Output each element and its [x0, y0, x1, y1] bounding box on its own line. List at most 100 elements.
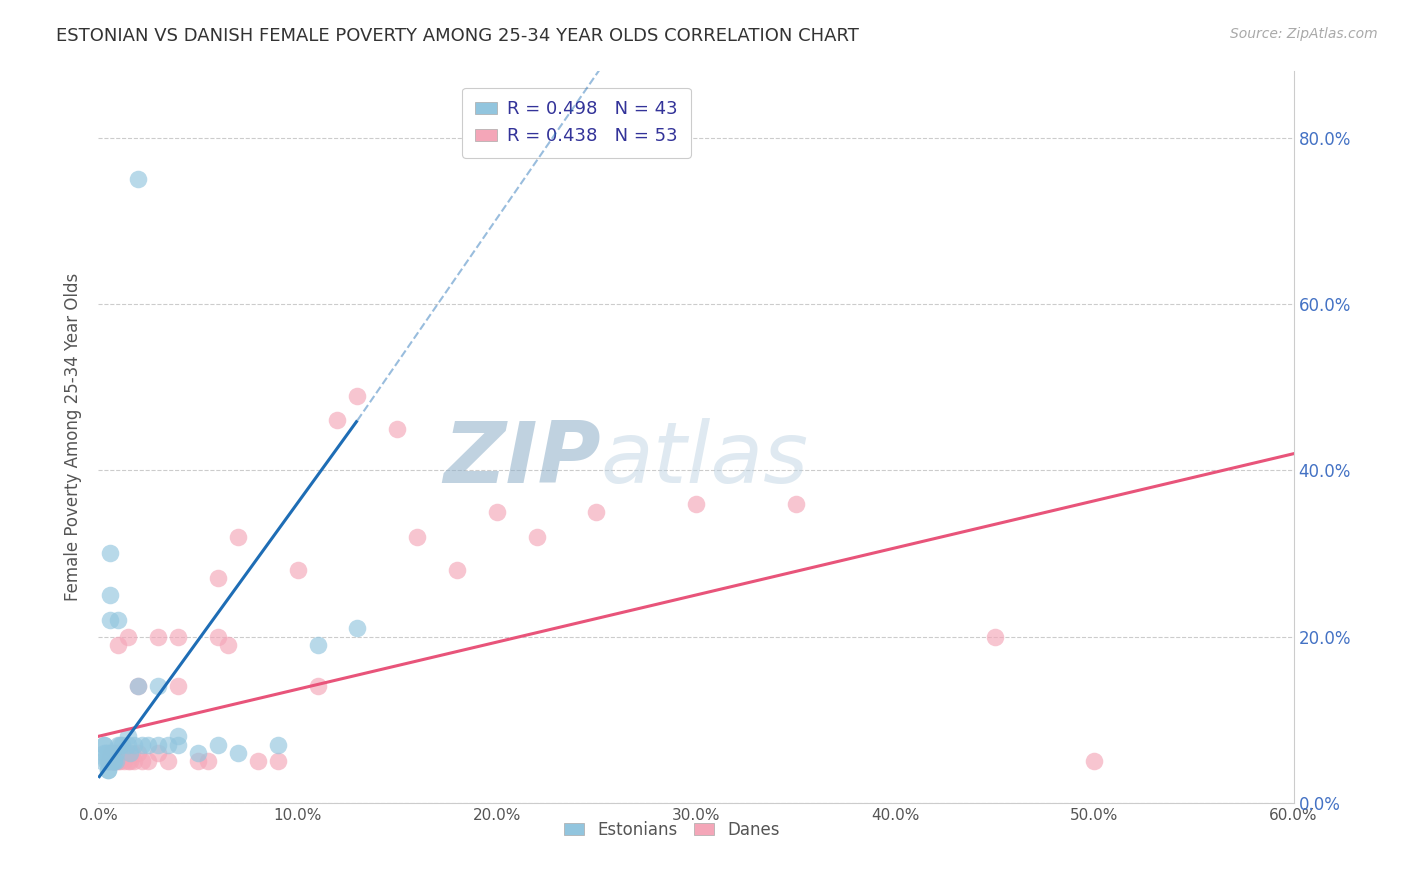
Point: [97, 754, 120, 768]
Point: [96, 746, 118, 760]
Point: [111, 738, 134, 752]
Point: [120, 746, 142, 760]
Point: [157, 754, 180, 768]
Point: [148, 738, 170, 752]
Point: [107, 746, 129, 760]
Point: [346, 388, 368, 402]
Point: [103, 754, 125, 768]
Point: [97, 754, 120, 768]
Point: [226, 746, 249, 760]
Point: [326, 413, 349, 427]
Point: [105, 754, 128, 768]
Text: ESTONIAN VS DANISH FEMALE POVERTY AMONG 25-34 YEAR OLDS CORRELATION CHART: ESTONIAN VS DANISH FEMALE POVERTY AMONG …: [56, 27, 859, 45]
Text: ZIP: ZIP: [443, 417, 600, 500]
Point: [103, 754, 125, 768]
Point: [105, 746, 128, 760]
Point: [346, 621, 368, 635]
Point: [187, 754, 209, 768]
Point: [97, 754, 120, 768]
Point: [131, 738, 153, 752]
Point: [97, 746, 120, 760]
Point: [984, 630, 1007, 644]
Point: [117, 729, 139, 743]
Point: [103, 754, 125, 768]
Point: [101, 746, 124, 760]
Point: [148, 746, 170, 760]
Point: [207, 630, 229, 644]
Legend: Estonians, Danes: Estonians, Danes: [557, 814, 787, 846]
Point: [267, 754, 290, 768]
Point: [98, 613, 122, 627]
Point: [246, 754, 269, 768]
Point: [307, 638, 329, 652]
Point: [97, 763, 120, 777]
Point: [107, 613, 129, 627]
Point: [98, 754, 122, 768]
Point: [167, 738, 190, 752]
Point: [197, 754, 219, 768]
Text: Source: ZipAtlas.com: Source: ZipAtlas.com: [1230, 27, 1378, 41]
Point: [127, 746, 149, 760]
Point: [117, 738, 139, 752]
Point: [585, 505, 607, 519]
Point: [485, 505, 508, 519]
Point: [131, 754, 153, 768]
Point: [120, 754, 142, 768]
Point: [446, 563, 468, 577]
Point: [785, 497, 807, 511]
Point: [91, 754, 114, 768]
Point: [110, 746, 132, 760]
Point: [105, 754, 128, 768]
Point: [124, 754, 146, 768]
Point: [217, 638, 239, 652]
Point: [93, 738, 115, 752]
Point: [117, 630, 139, 644]
Point: [207, 738, 229, 752]
Point: [267, 738, 290, 752]
Point: [287, 563, 309, 577]
Point: [101, 754, 124, 768]
Point: [110, 754, 132, 768]
Point: [111, 746, 134, 760]
Point: [1083, 754, 1105, 768]
Point: [385, 422, 409, 436]
Point: [112, 754, 135, 768]
Point: [105, 746, 128, 760]
Point: [101, 746, 124, 760]
Point: [148, 680, 170, 694]
Point: [157, 738, 180, 752]
Point: [107, 754, 129, 768]
Point: [117, 754, 139, 768]
Text: atlas: atlas: [600, 417, 808, 500]
Point: [115, 746, 138, 760]
Point: [307, 680, 329, 694]
Point: [406, 530, 429, 544]
Point: [136, 754, 159, 768]
Point: [136, 738, 159, 752]
Point: [98, 546, 122, 560]
Point: [148, 630, 170, 644]
Point: [526, 530, 548, 544]
Point: [226, 530, 249, 544]
Point: [98, 588, 122, 602]
Point: [167, 729, 190, 743]
Point: [685, 497, 707, 511]
Point: [96, 754, 118, 768]
Point: [110, 738, 132, 752]
Point: [124, 738, 146, 752]
Point: [167, 680, 190, 694]
Point: [101, 754, 124, 768]
Point: [93, 746, 115, 760]
Point: [121, 746, 143, 760]
Point: [98, 746, 122, 760]
Point: [127, 172, 149, 186]
Point: [187, 746, 209, 760]
Point: [97, 763, 120, 777]
Y-axis label: Female Poverty Among 25-34 Year Olds: Female Poverty Among 25-34 Year Olds: [65, 273, 83, 601]
Point: [93, 738, 115, 752]
Point: [107, 738, 129, 752]
Point: [167, 630, 190, 644]
Point: [107, 638, 129, 652]
Point: [103, 754, 125, 768]
Point: [127, 680, 149, 694]
